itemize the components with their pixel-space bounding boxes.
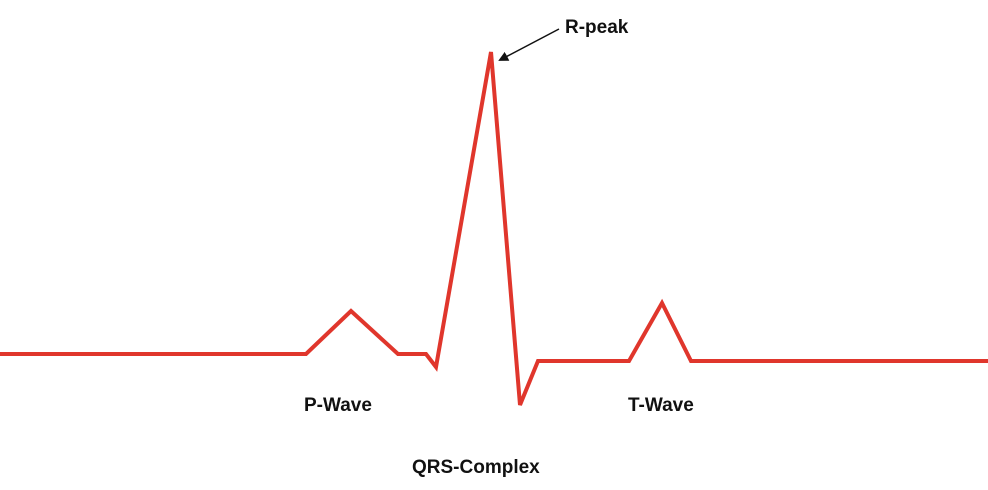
r-peak-label: R-peak bbox=[565, 17, 629, 38]
t-wave-label: T-Wave bbox=[628, 395, 694, 416]
p-wave-label: P-Wave bbox=[304, 395, 372, 416]
ecg-waveform-line bbox=[0, 51, 988, 406]
r-peak-arrow bbox=[498, 28, 560, 61]
qrs-complex-label: QRS-Complex bbox=[412, 457, 540, 478]
